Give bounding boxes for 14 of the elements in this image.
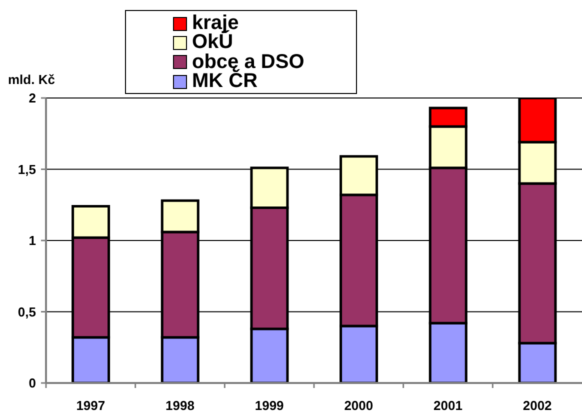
y-tick-label: 1 (28, 233, 36, 248)
x-tick-label: 1998 (166, 398, 194, 412)
y-tick-label: 0,5 (18, 304, 36, 320)
y-tick-label: 2 (28, 90, 36, 106)
legend-label: MK ČR (192, 70, 258, 92)
y-tick-label: 0 (28, 376, 36, 391)
y-axis-title: mld. Kč (8, 72, 55, 87)
legend-label: OkÚ (192, 31, 234, 54)
x-tick-label: 1997 (76, 398, 106, 412)
x-tick-label: 2001 (434, 398, 462, 412)
x-tick-label: 2002 (522, 398, 552, 412)
y-tick-label: 1,5 (18, 162, 36, 177)
x-tick-label: 1999 (254, 398, 284, 412)
x-tick-label: 2000 (344, 398, 374, 412)
